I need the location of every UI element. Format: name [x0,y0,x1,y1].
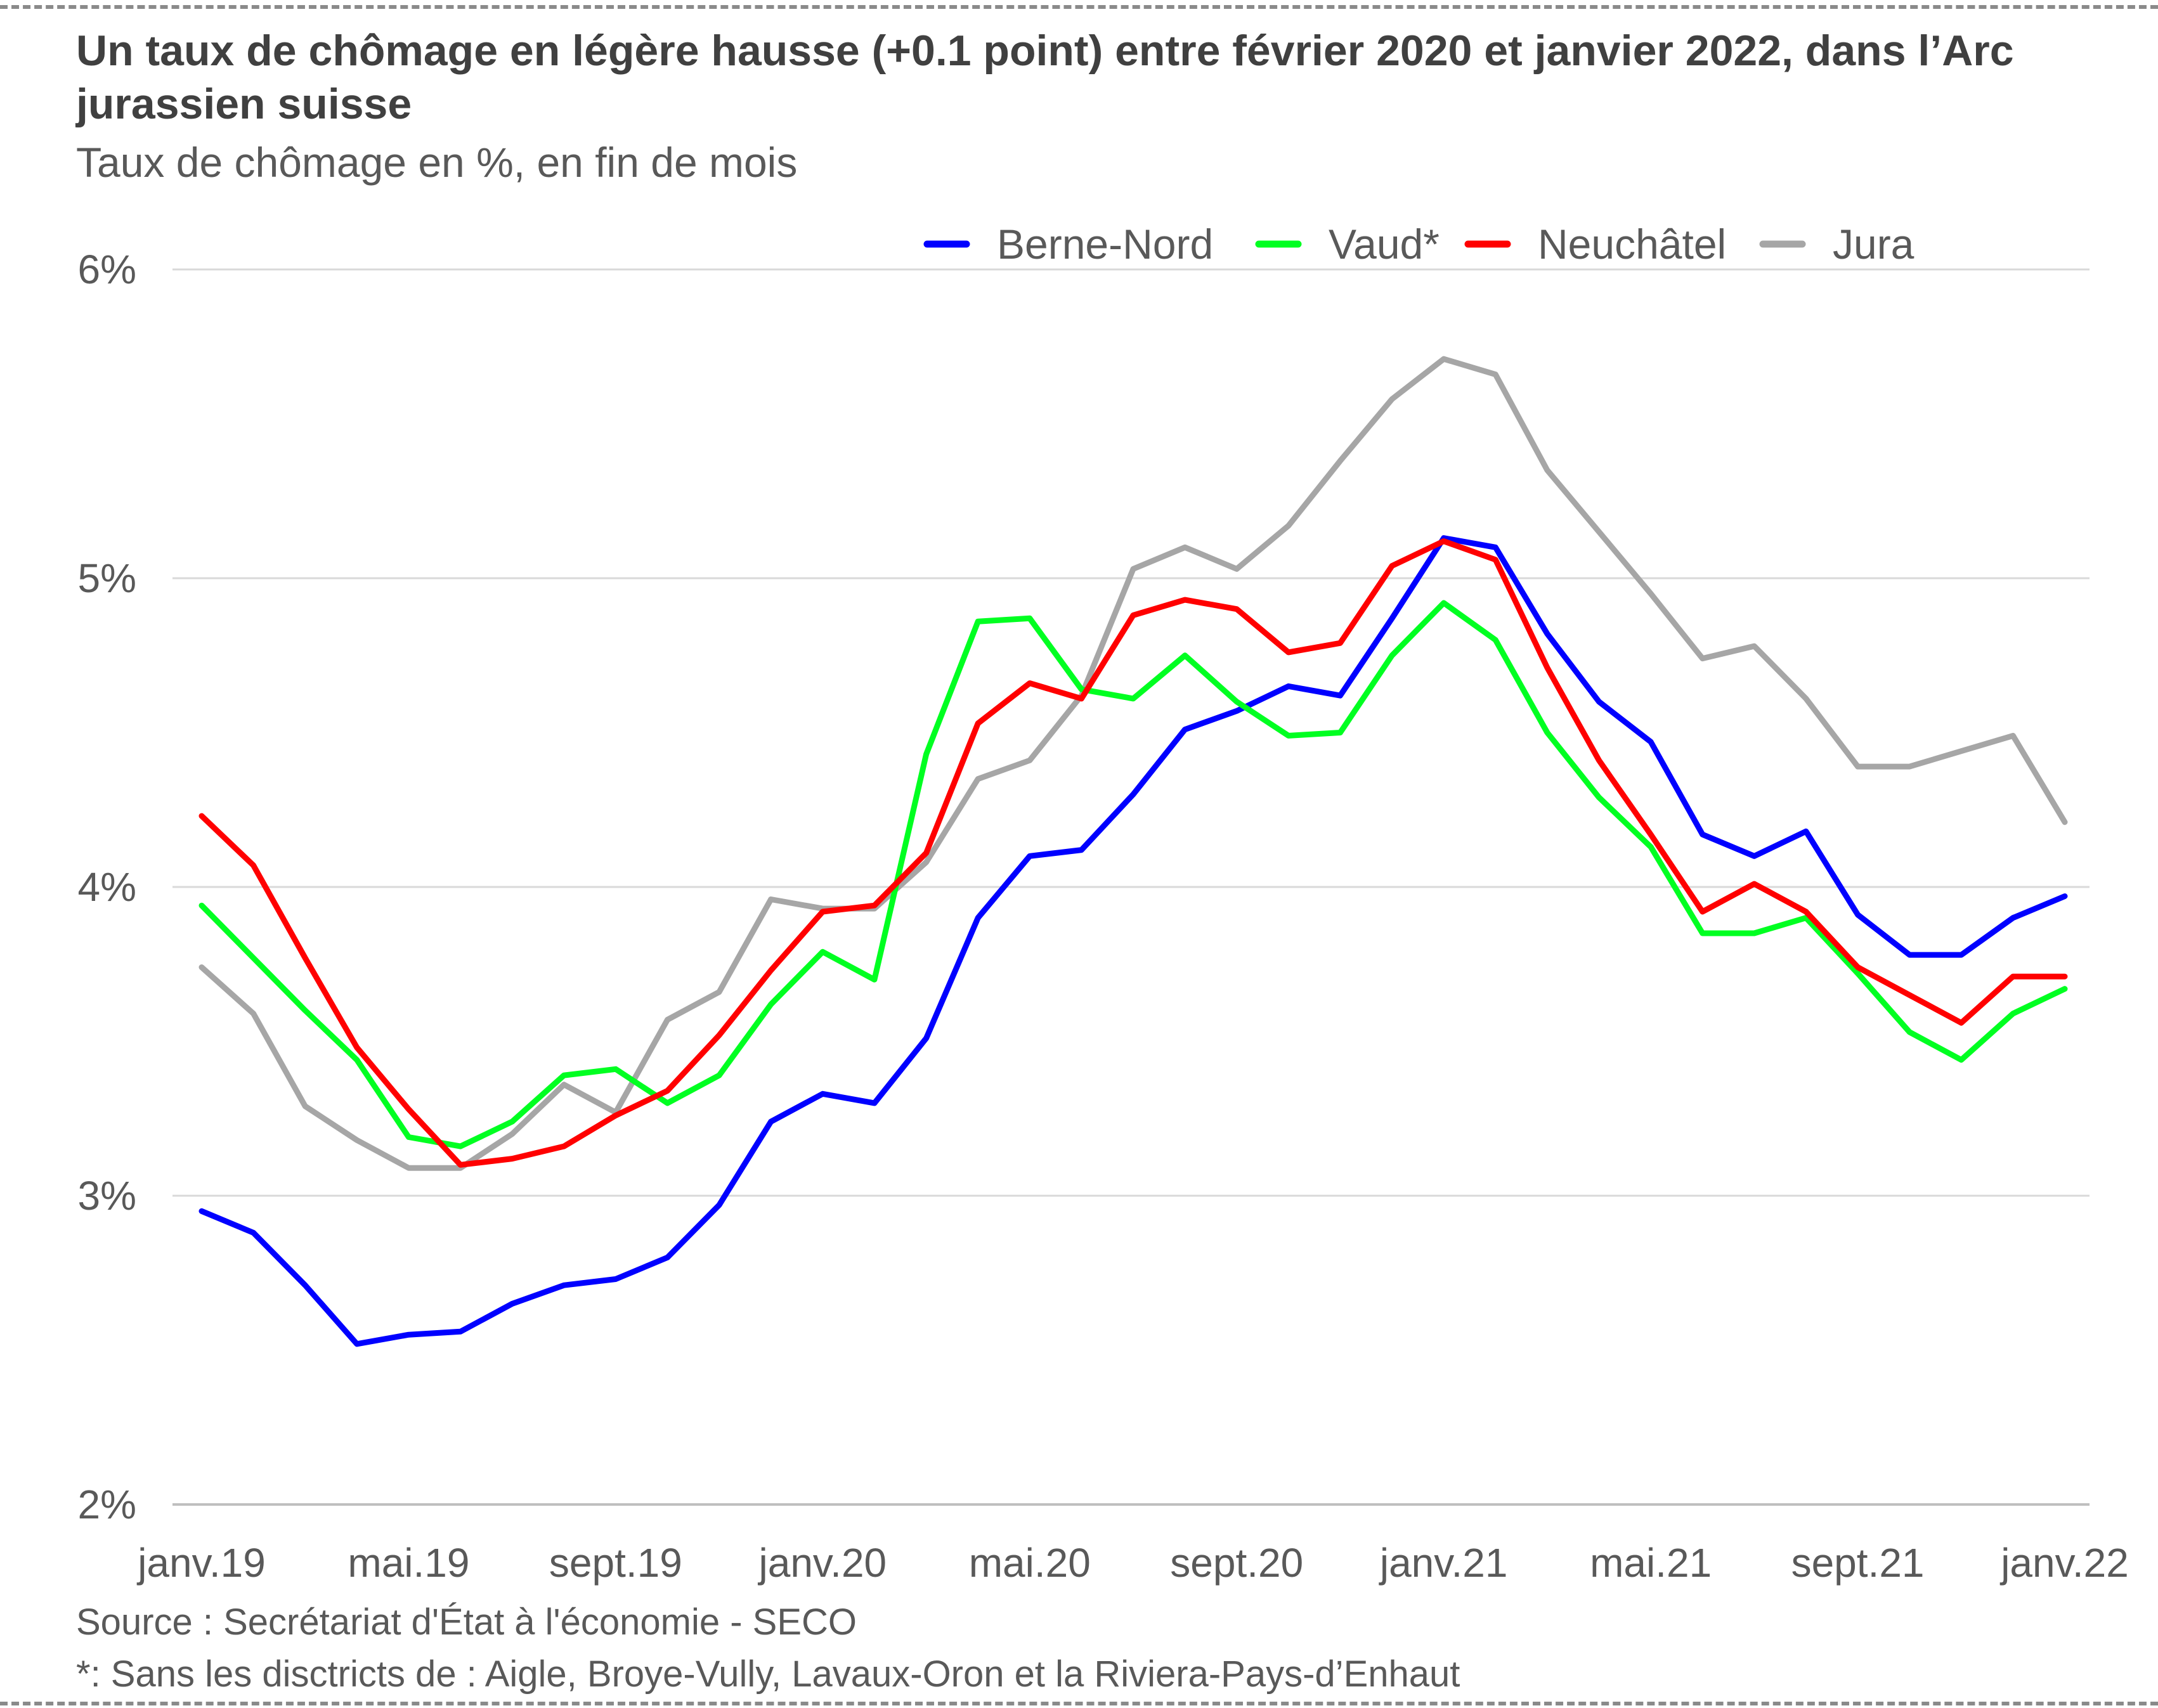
legend-label: Neuchâtel [1538,221,1726,268]
y-tick-label: 6% [78,247,137,292]
x-tick-label: janv.21 [1379,1540,1508,1586]
y-tick-label: 3% [78,1173,137,1219]
source-note: Source : Secrétariat d'État à l'économie… [76,1601,857,1643]
x-tick-label: mai.19 [348,1540,469,1586]
y-tick-label: 5% [78,555,137,601]
x-axis-tick-labels: janv.19 mai.19 sept.19 janv.20 mai.20 sept.20… [136,1540,2129,1586]
legend-label: Vaud* [1329,221,1440,268]
chart-title: Un taux de chômage en légère hausse (+0.… [76,27,2014,128]
chart-subtitle: Taux de chômage en %, en fin de mois [76,139,798,186]
footnote: *: Sans les disctricts de : Aigle, Broye… [76,1653,1460,1695]
y-tick-label: 4% [78,864,137,910]
series-line-neuchâtel [198,538,2068,1168]
x-tick-label: sept.21 [1791,1540,1925,1586]
top-divider [0,5,2158,9]
legend-label: Jura [1833,221,1914,268]
x-tick-label: janv.20 [758,1540,887,1586]
x-tick-label: sept.19 [549,1540,682,1586]
x-tick-label: sept.20 [1170,1540,1303,1586]
series-lines [198,356,2068,1347]
x-tick-label: janv.19 [136,1540,266,1586]
bottom-divider [0,1702,2158,1705]
series-line-jura [198,356,2068,1171]
grid-lines [172,268,2090,1506]
legend: Berne-Nord Vaud* Neuchâtel Jura [923,221,1914,268]
y-tick-label: 2% [78,1482,137,1527]
x-tick-label: mai.21 [1590,1540,1712,1586]
x-tick-label: janv.22 [1999,1540,2129,1586]
x-tick-label: mai.20 [969,1540,1091,1586]
y-axis-tick-labels: 2% 3% 4% 5% 6% [78,247,137,1527]
series-line-berne-nord [198,535,2068,1347]
legend-label: Berne-Nord [997,221,1213,268]
series-line-vaud [198,600,2068,1149]
